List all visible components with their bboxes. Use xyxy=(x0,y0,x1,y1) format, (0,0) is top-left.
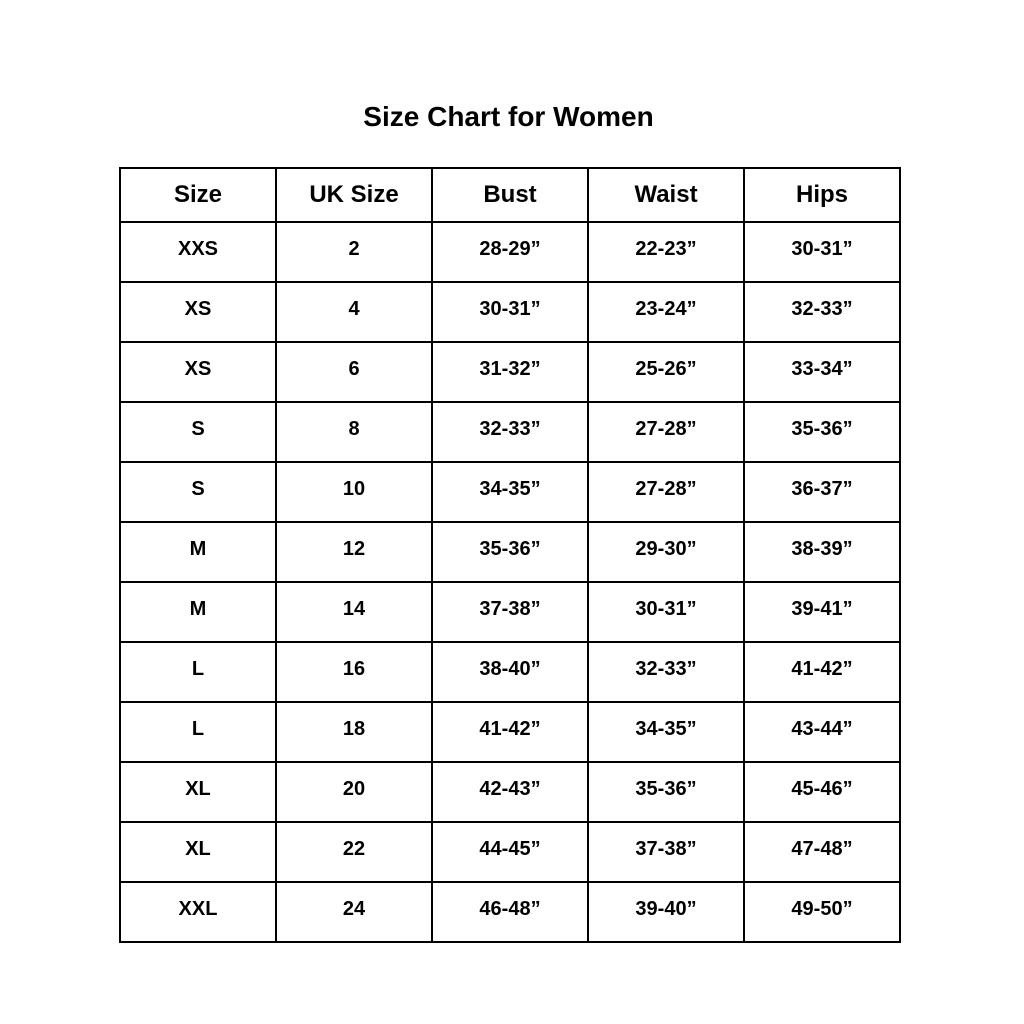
table-row: XS 4 30-31” 23-24” 32-33” xyxy=(119,281,901,343)
cell-size: XL xyxy=(119,821,277,883)
cell-hips: 38-39” xyxy=(743,521,901,583)
cell-hips: 41-42” xyxy=(743,641,901,703)
cell-size: L xyxy=(119,641,277,703)
column-header-hips: Hips xyxy=(743,167,901,223)
cell-hips: 30-31” xyxy=(743,221,901,283)
table-row: S 10 34-35” 27-28” 36-37” xyxy=(119,461,901,523)
column-header-size: Size xyxy=(119,167,277,223)
size-chart-table: Size UK Size Bust Waist Hips XXS 2 28-29” 22-23… xyxy=(119,167,901,943)
cell-size: XS xyxy=(119,341,277,403)
cell-bust: 34-35” xyxy=(431,461,589,523)
cell-waist: 35-36” xyxy=(587,761,745,823)
cell-waist: 34-35” xyxy=(587,701,745,763)
cell-waist: 39-40” xyxy=(587,881,745,943)
table-body: XXS 2 28-29” 22-23” 30-31” XS 4 30-31” 23-24” 32-… xyxy=(119,221,901,943)
cell-hips: 47-48” xyxy=(743,821,901,883)
cell-waist: 22-23” xyxy=(587,221,745,283)
cell-bust: 44-45” xyxy=(431,821,589,883)
cell-uk-size: 6 xyxy=(275,341,433,403)
cell-uk-size: 20 xyxy=(275,761,433,823)
cell-hips: 43-44” xyxy=(743,701,901,763)
cell-bust: 46-48” xyxy=(431,881,589,943)
table-header-row: Size UK Size Bust Waist Hips xyxy=(119,167,901,223)
table-row: XXS 2 28-29” 22-23” 30-31” xyxy=(119,221,901,283)
cell-bust: 30-31” xyxy=(431,281,589,343)
cell-uk-size: 24 xyxy=(275,881,433,943)
cell-bust: 28-29” xyxy=(431,221,589,283)
cell-size: S xyxy=(119,401,277,463)
cell-uk-size: 2 xyxy=(275,221,433,283)
table-row: L 16 38-40” 32-33” 41-42” xyxy=(119,641,901,703)
cell-waist: 29-30” xyxy=(587,521,745,583)
cell-bust: 35-36” xyxy=(431,521,589,583)
cell-size: L xyxy=(119,701,277,763)
cell-hips: 39-41” xyxy=(743,581,901,643)
table-row: M 12 35-36” 29-30” 38-39” xyxy=(119,521,901,583)
cell-bust: 38-40” xyxy=(431,641,589,703)
cell-uk-size: 22 xyxy=(275,821,433,883)
cell-size: XL xyxy=(119,761,277,823)
cell-size: XXS xyxy=(119,221,277,283)
cell-waist: 37-38” xyxy=(587,821,745,883)
cell-waist: 25-26” xyxy=(587,341,745,403)
cell-uk-size: 4 xyxy=(275,281,433,343)
cell-hips: 36-37” xyxy=(743,461,901,523)
cell-waist: 27-28” xyxy=(587,401,745,463)
cell-hips: 33-34” xyxy=(743,341,901,403)
page-title: Size Chart for Women xyxy=(363,101,654,132)
table-row: XS 6 31-32” 25-26” 33-34” xyxy=(119,341,901,403)
cell-uk-size: 8 xyxy=(275,401,433,463)
cell-bust: 37-38” xyxy=(431,581,589,643)
cell-uk-size: 10 xyxy=(275,461,433,523)
cell-uk-size: 12 xyxy=(275,521,433,583)
cell-bust: 41-42” xyxy=(431,701,589,763)
cell-size: S xyxy=(119,461,277,523)
table-row: L 18 41-42” 34-35” 43-44” xyxy=(119,701,901,763)
cell-uk-size: 18 xyxy=(275,701,433,763)
cell-uk-size: 14 xyxy=(275,581,433,643)
cell-hips: 49-50” xyxy=(743,881,901,943)
cell-waist: 23-24” xyxy=(587,281,745,343)
cell-hips: 35-36” xyxy=(743,401,901,463)
cell-hips: 32-33” xyxy=(743,281,901,343)
cell-waist: 27-28” xyxy=(587,461,745,523)
cell-hips: 45-46” xyxy=(743,761,901,823)
column-header-bust: Bust xyxy=(431,167,589,223)
cell-uk-size: 16 xyxy=(275,641,433,703)
cell-size: XS xyxy=(119,281,277,343)
cell-waist: 32-33” xyxy=(587,641,745,703)
column-header-waist: Waist xyxy=(587,167,745,223)
cell-size: M xyxy=(119,581,277,643)
cell-bust: 32-33” xyxy=(431,401,589,463)
cell-bust: 42-43” xyxy=(431,761,589,823)
table-row: XL 20 42-43” 35-36” 45-46” xyxy=(119,761,901,823)
table-row: S 8 32-33” 27-28” 35-36” xyxy=(119,401,901,463)
table-row: XXL 24 46-48” 39-40” 49-50” xyxy=(119,881,901,943)
cell-size: M xyxy=(119,521,277,583)
cell-bust: 31-32” xyxy=(431,341,589,403)
cell-waist: 30-31” xyxy=(587,581,745,643)
cell-size: XXL xyxy=(119,881,277,943)
table-row: XL 22 44-45” 37-38” 47-48” xyxy=(119,821,901,883)
table-row: M 14 37-38” 30-31” 39-41” xyxy=(119,581,901,643)
column-header-uk-size: UK Size xyxy=(275,167,433,223)
